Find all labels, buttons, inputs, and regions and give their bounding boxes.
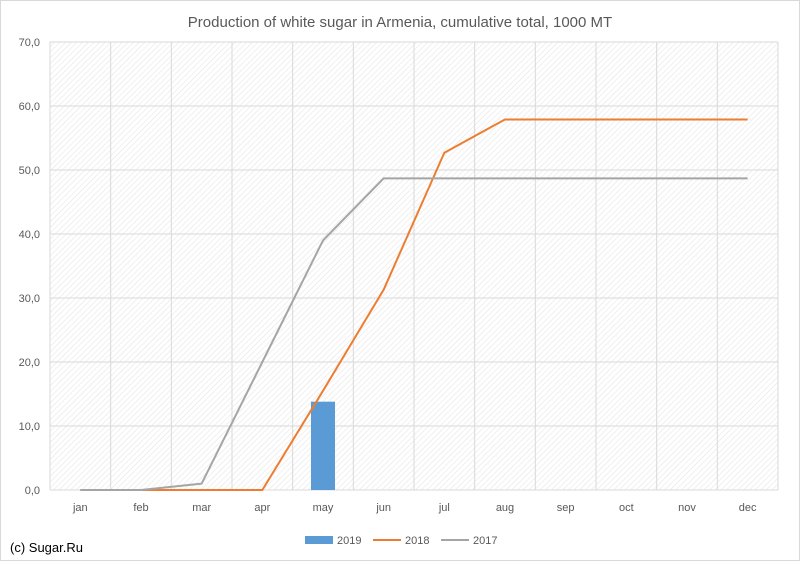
y-tick-label: 40,0 (19, 229, 40, 241)
x-tick-label: mar (192, 502, 211, 514)
x-tick-label: feb (133, 502, 148, 514)
bar-2019 (311, 401, 335, 490)
y-tick-label: 20,0 (19, 357, 40, 369)
line-2017 (80, 177, 748, 491)
x-tick-label: nov (678, 502, 696, 514)
x-tick-label: dec (739, 502, 757, 514)
source-credit: (c) Sugar.Ru (10, 540, 83, 555)
line-2018 (80, 118, 748, 491)
y-tick-label: 70,0 (19, 37, 40, 49)
legend-label: 2018 (405, 535, 429, 547)
x-tick-label: aug (496, 502, 514, 514)
legend-item-2017: 2017 (441, 535, 497, 547)
x-tick-label: sep (557, 502, 575, 514)
y-tick-label: 10,0 (19, 421, 40, 433)
x-tick-label: jun (375, 502, 391, 514)
x-tick-label: jul (438, 502, 450, 514)
y-tick-label: 50,0 (19, 165, 40, 177)
legend-swatch (305, 536, 333, 544)
y-tick-label: 60,0 (19, 101, 40, 113)
x-tick-label: apr (254, 502, 270, 514)
legend-label: 2019 (337, 535, 361, 547)
legend-item-2019: 2019 (305, 535, 361, 547)
y-tick-label: 30,0 (19, 293, 40, 305)
legend-label: 2017 (473, 535, 497, 547)
chart-title: Production of white sugar in Armenia, cu… (187, 14, 613, 31)
legend-item-2018: 2018 (373, 535, 429, 547)
x-tick-label: oct (619, 502, 634, 514)
x-tick-label: may (313, 502, 334, 514)
y-tick-label: 0,0 (25, 485, 40, 497)
x-tick-label: jan (72, 502, 88, 514)
